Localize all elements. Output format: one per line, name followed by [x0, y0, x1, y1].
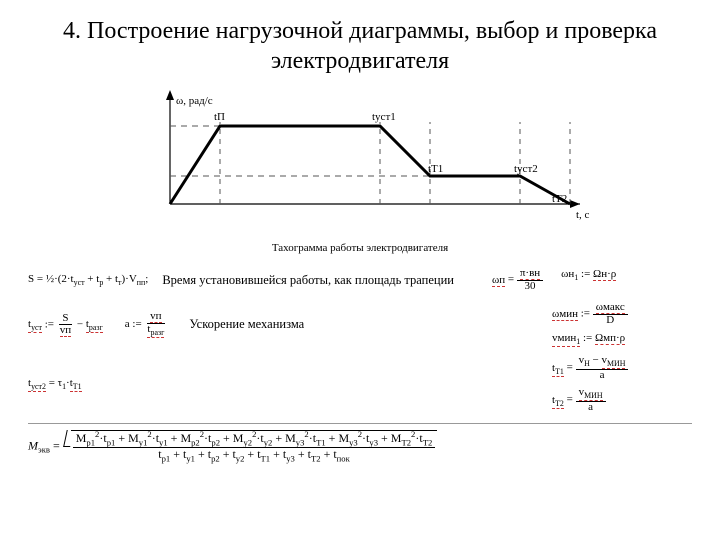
- svg-text:tТ1: tТ1: [428, 163, 443, 175]
- svg-text:tП: tП: [214, 111, 225, 123]
- formula-wn: ωп = π·вн30: [492, 268, 543, 292]
- desc-S: Время установившейся работы, как площадь…: [162, 273, 478, 288]
- row-area: S = ½·(2·tуст + tp + tт)·Vпп; Время уста…: [28, 268, 692, 292]
- tachogram-figure: ω, рад/с t, с tП tуст1 tТ1 tуст2 tТ2: [28, 86, 692, 236]
- formula-wmin: ωмин := ωмаксD: [552, 302, 692, 326]
- svg-text:tуст2: tуст2: [514, 163, 538, 175]
- formula-Mekv: Mэкв = Mp12·tp1 + My12·ty1 + Mp22·tp2 + …: [28, 430, 692, 463]
- svg-text:t, с: t, с: [576, 209, 590, 221]
- formula-a: a := vпtразг: [125, 311, 168, 338]
- svg-text:ω, рад/с: ω, рад/с: [176, 95, 213, 107]
- row-accel: tуст := Svп − tразг a := vпtразг Ускорен…: [28, 302, 692, 347]
- row-t: tуст2 = τ1·tТ1 tТ1 = vН − vМИНа tТ2 = vМ…: [28, 355, 692, 413]
- tachogram-caption: Тахограмма работы электродвигателя: [28, 242, 692, 254]
- formula-vmin: vмин1 := Ωмп·ρ: [552, 332, 692, 347]
- formula-wn1: ωн1 := Ωн·ρ: [561, 268, 616, 292]
- formula-tust2: tуст2 = τ1·tТ1: [28, 377, 82, 392]
- tachogram-svg: ω, рад/с t, с tП tуст1 tТ1 tуст2 tТ2: [100, 86, 620, 236]
- formula-tust: tуст := Svп − tразг: [28, 313, 103, 337]
- formula-tT2: tТ2 = vМИНа: [552, 387, 692, 413]
- desc-a: Ускорение механизма: [189, 317, 304, 332]
- divider: [28, 423, 692, 424]
- page-title: 4. Построение нагрузочной диаграммы, выб…: [28, 16, 692, 76]
- svg-text:tуст1: tуст1: [372, 111, 396, 123]
- formula-tT1: tТ1 = vН − vМИНа: [552, 355, 692, 381]
- formula-S: S = ½·(2·tуст + tp + tт)·Vпп;: [28, 273, 148, 287]
- svg-text:tТ2: tТ2: [552, 193, 567, 205]
